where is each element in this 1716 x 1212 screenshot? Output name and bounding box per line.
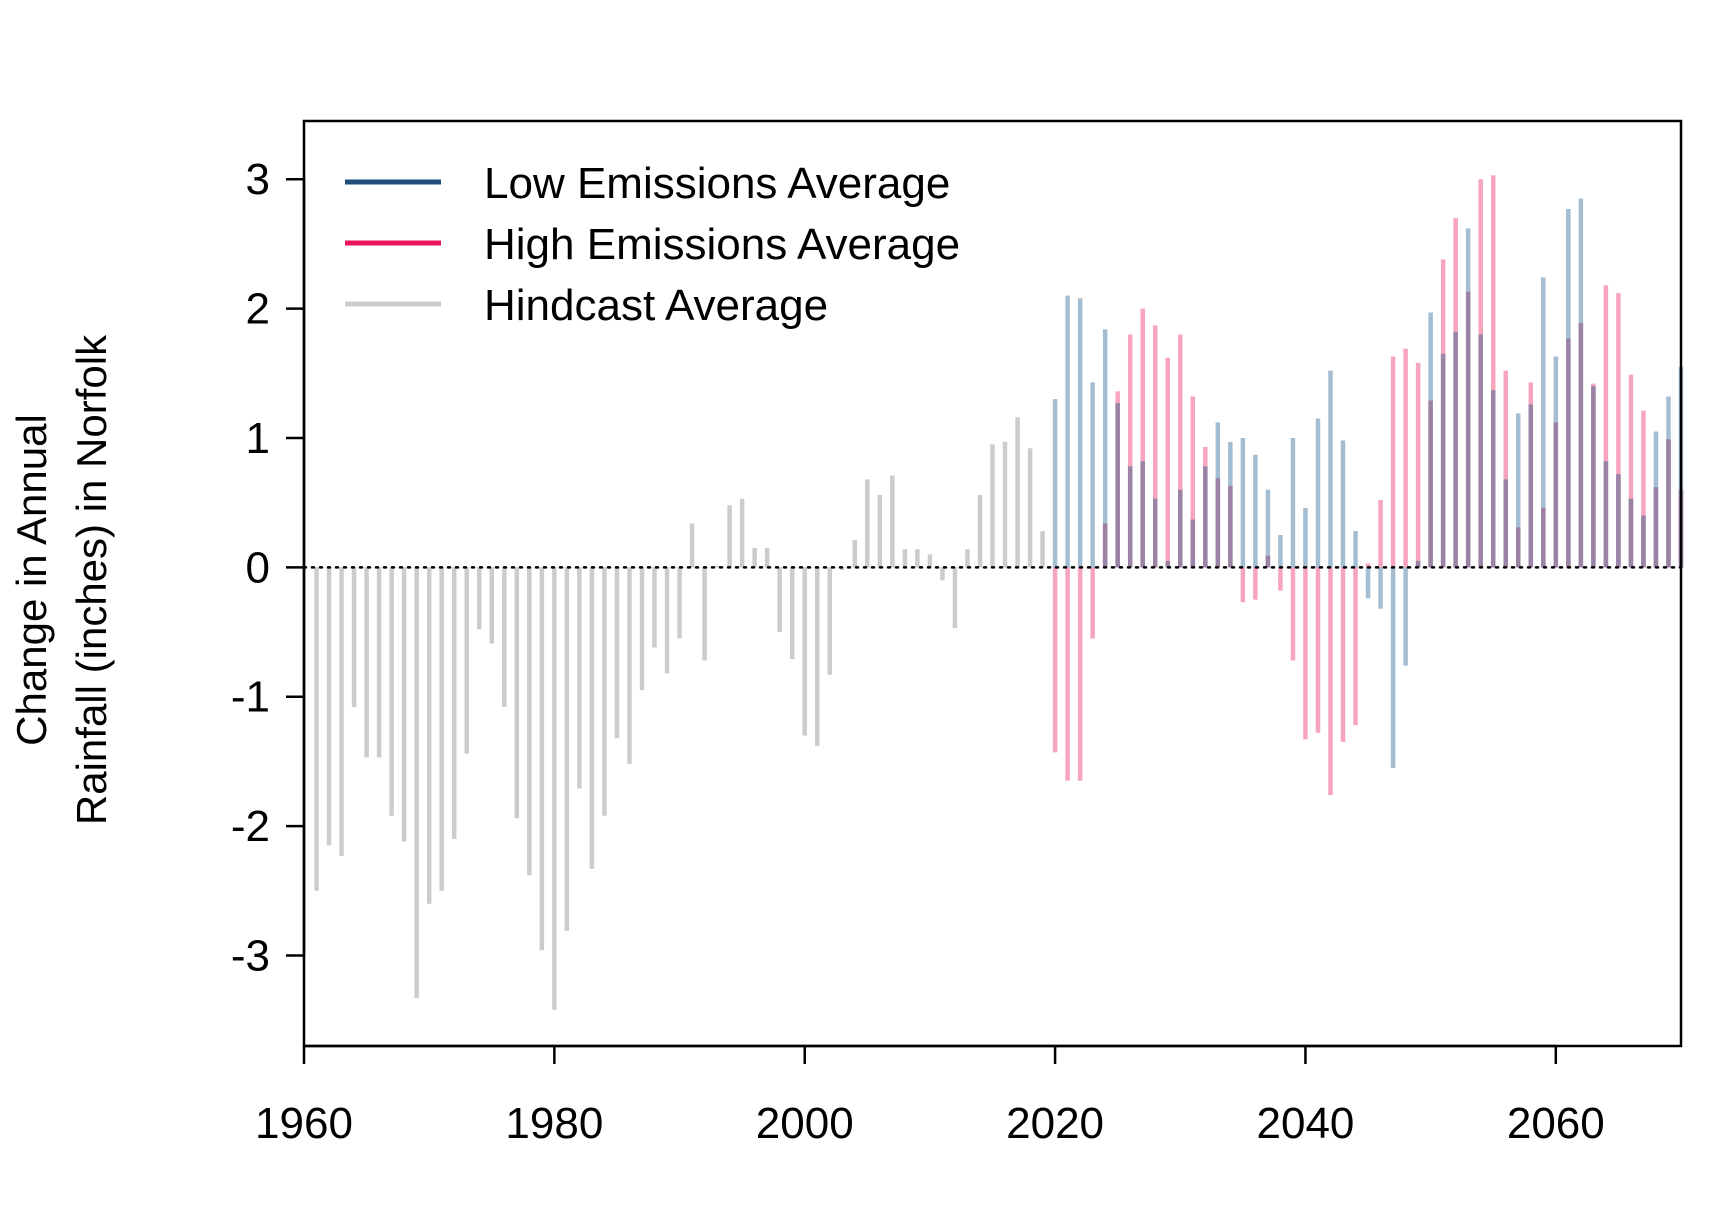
- y-tick-label-2: 2: [246, 285, 270, 334]
- legend-label-low: Low Emissions Average: [484, 159, 950, 208]
- y-tick-label--2: -2: [231, 802, 270, 851]
- y-axis: -3 -2 -1 0 1 2 3: [231, 155, 306, 980]
- x-tick-label-2060: 2060: [1507, 1099, 1605, 1148]
- bars-layer: [314, 175, 1684, 1010]
- y-tick-label--1: -1: [231, 673, 270, 722]
- x-tick-label-2020: 2020: [1006, 1099, 1104, 1148]
- y-tick-label-0: 0: [246, 543, 270, 592]
- y-axis-label: Change in Annual Rainfall (inches) in No…: [8, 334, 115, 825]
- x-tick-label-1960: 1960: [255, 1099, 353, 1148]
- x-axis: 1960 1980 2000 2020 2040 2060: [255, 1044, 1605, 1148]
- legend-label-high: High Emissions Average: [484, 220, 960, 269]
- x-tick-label-1980: 1980: [505, 1099, 603, 1148]
- y-axis-label-line2: Rainfall (inches) in Norfolk: [68, 334, 115, 825]
- y-axis-label-line1: Change in Annual: [8, 414, 55, 746]
- x-tick-label-2040: 2040: [1257, 1099, 1355, 1148]
- y-tick-label--3: -3: [231, 931, 270, 980]
- legend: Low Emissions Average High Emissions Aver…: [345, 159, 960, 330]
- legend-label-hindcast: Hindcast Average: [484, 281, 828, 330]
- y-tick-label-3: 3: [246, 155, 270, 204]
- x-tick-label-2000: 2000: [756, 1099, 854, 1148]
- y-tick-label-1: 1: [246, 414, 270, 463]
